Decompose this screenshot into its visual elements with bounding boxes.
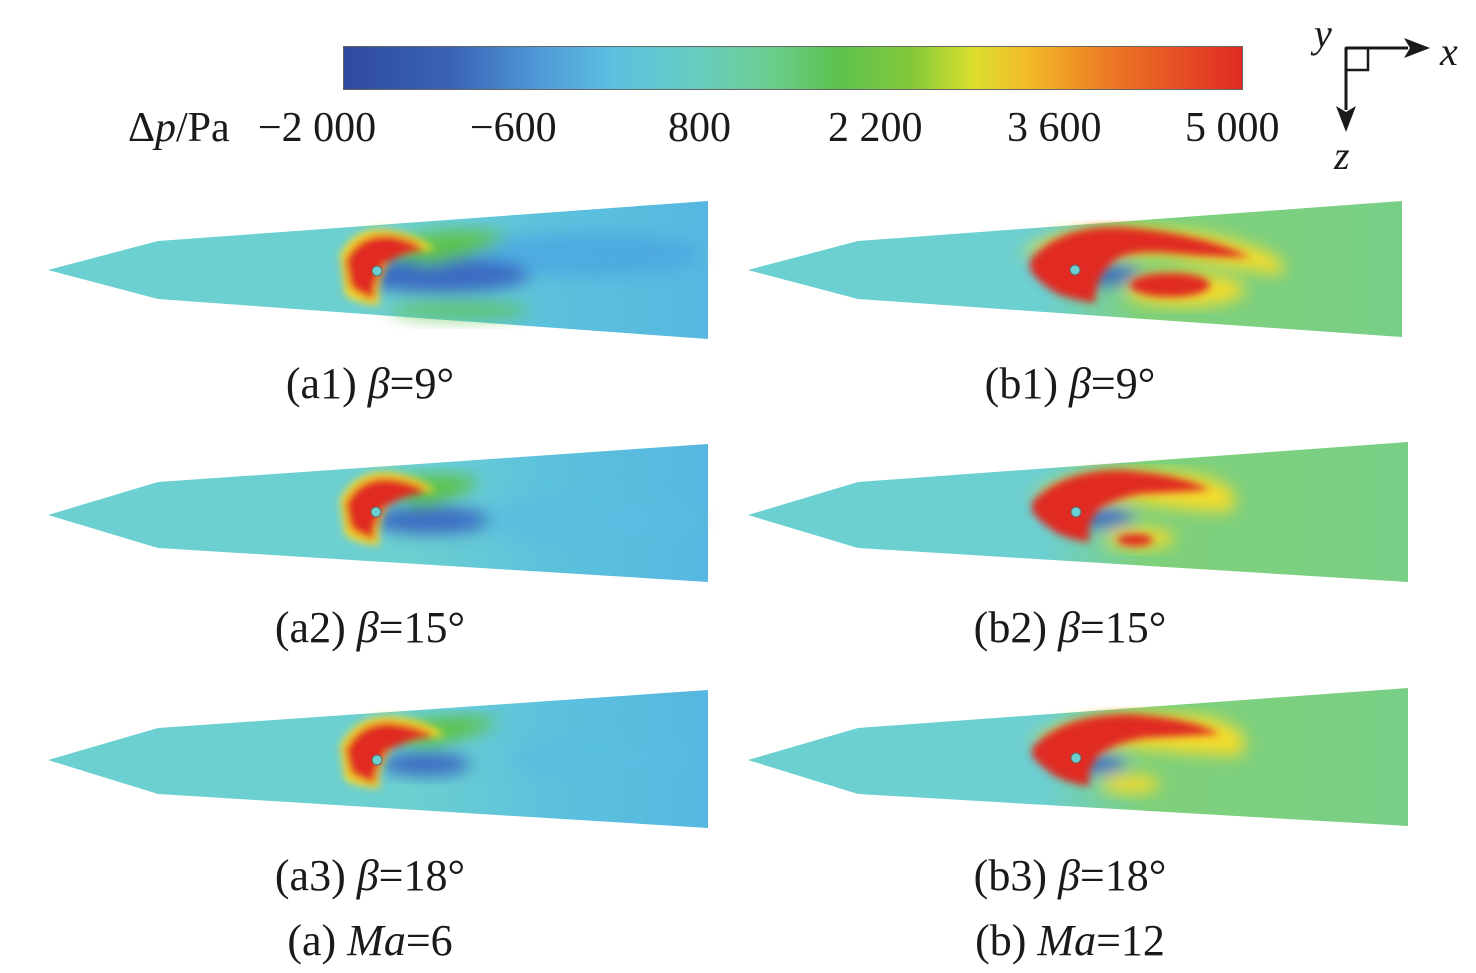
axis-triad-icon xyxy=(1336,38,1430,132)
axis-label-z: z xyxy=(1334,133,1350,178)
axis-label-x: x xyxy=(1440,29,1458,74)
panel-caption-b3: (b3) β=18° xyxy=(973,851,1167,900)
colorbar-tick-label: 2 200 xyxy=(828,105,923,151)
panel-caption-a2: (a2) β=15° xyxy=(274,603,466,652)
contour-panel-a3 xyxy=(48,690,708,828)
group-caption-b: (b) Ma=12 xyxy=(975,916,1165,965)
contour-panel-b2 xyxy=(748,442,1408,582)
panel-caption-a1: (a1) β=9° xyxy=(285,359,455,408)
panel-caption-b1: (b1) β=9° xyxy=(984,359,1156,408)
contour-panel-b1 xyxy=(748,201,1402,337)
colorbar-tick-label: −600 xyxy=(470,105,557,151)
contour-panel-b3 xyxy=(748,688,1408,826)
contour-panel-a1 xyxy=(48,201,708,339)
colorbar-tick-label: −2 000 xyxy=(258,105,377,151)
axis-label-y: y xyxy=(1314,11,1332,56)
group-caption-a: (a) Ma=6 xyxy=(287,916,453,965)
contour-panel-a2 xyxy=(48,444,708,582)
colorbar xyxy=(343,46,1243,90)
panel-caption-a3: (a3) β=18° xyxy=(274,851,466,900)
colorbar-tick-label: 5 000 xyxy=(1185,105,1280,151)
colorbar-tick-label: 3 600 xyxy=(1007,105,1102,151)
colorbar-quantity-label: Δp/Pa xyxy=(128,105,230,151)
colorbar-tick-label: 800 xyxy=(668,105,731,151)
panel-caption-b2: (b2) β=15° xyxy=(973,603,1167,652)
